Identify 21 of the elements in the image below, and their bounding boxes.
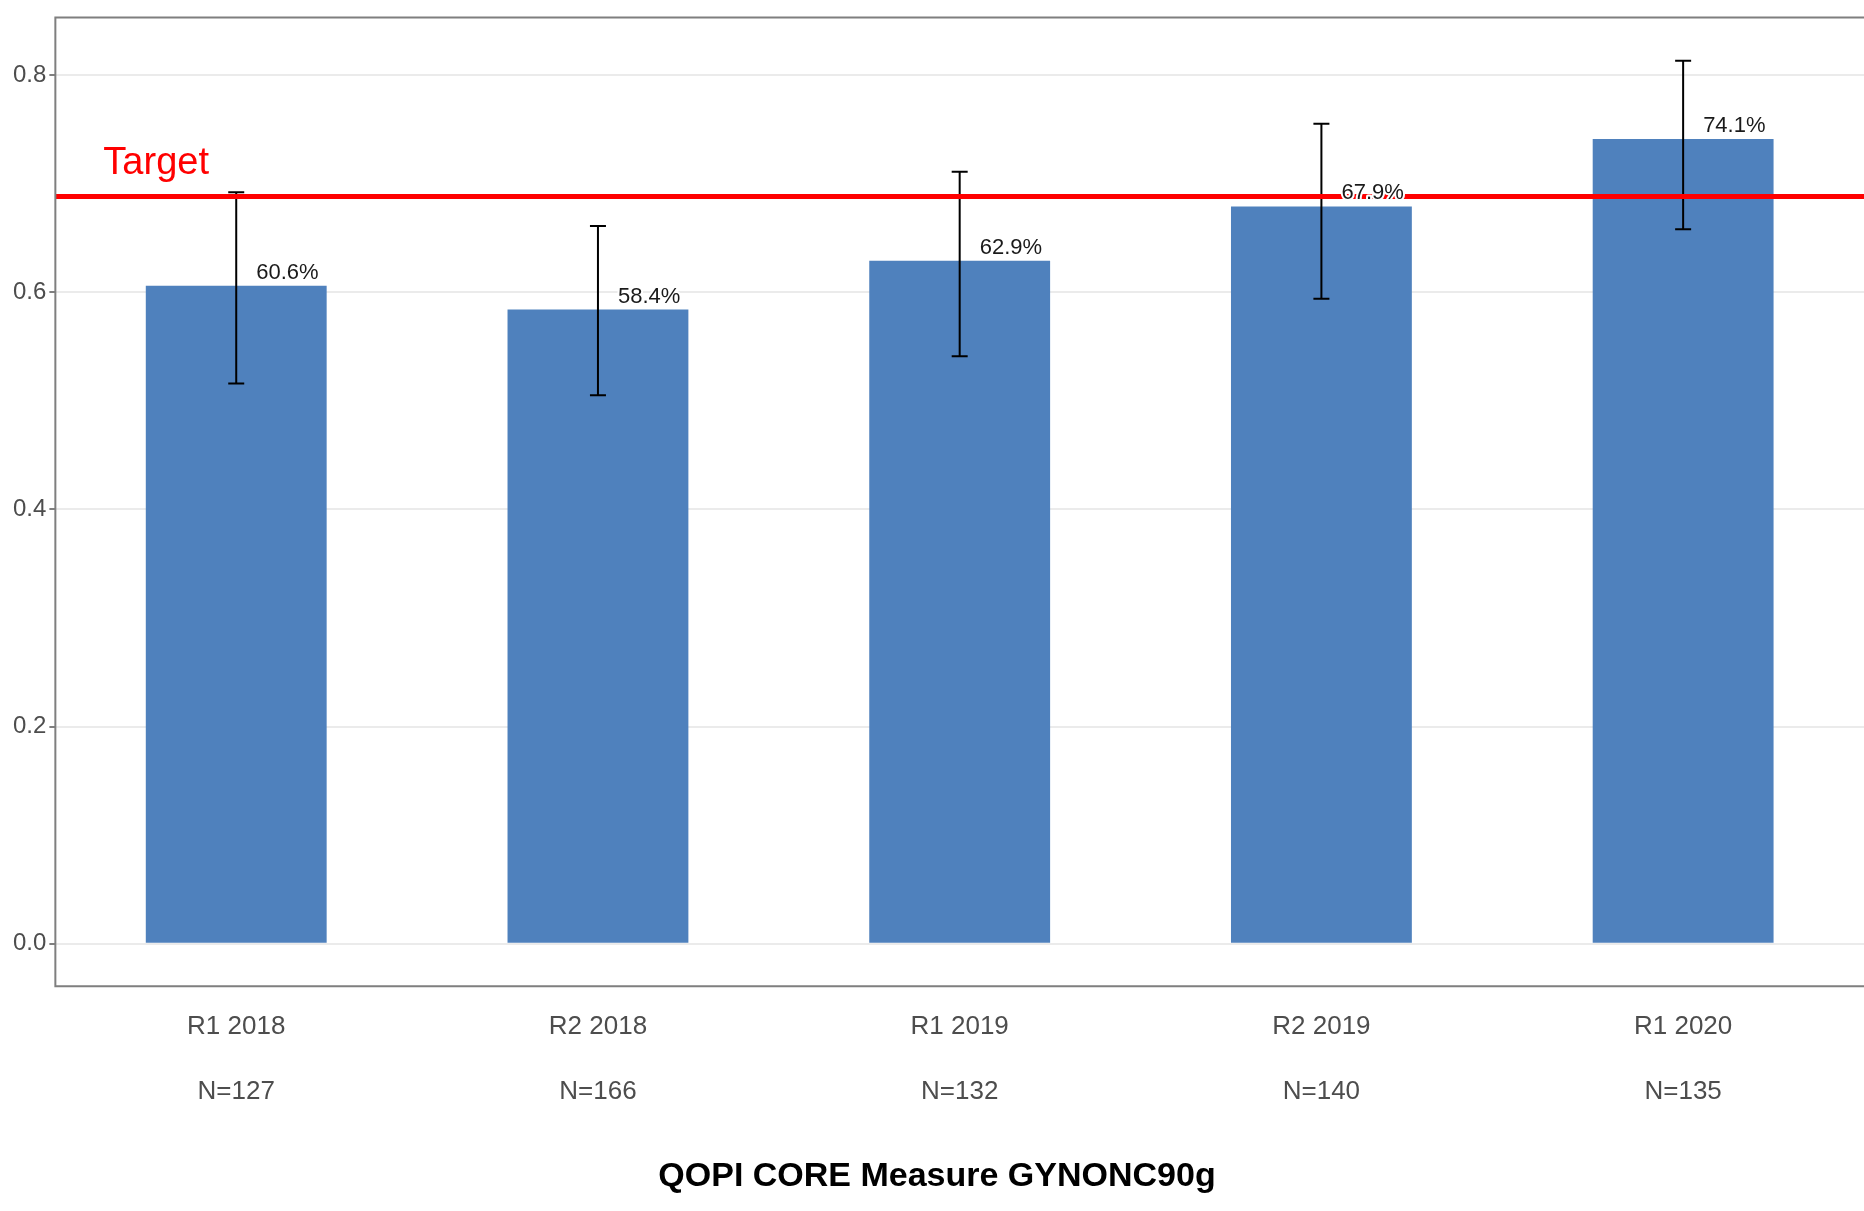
y-tick-label: 0.4 [12,494,47,522]
y-tick-label: 0.8 [12,59,47,87]
bar [145,285,327,943]
category-label: R1 2019 N=132 [910,1009,1009,1105]
bar [1592,139,1774,943]
text: QOPI CORE Measure GYNONC90g [658,1154,1216,1193]
data-label: 74.1% [1703,112,1766,138]
bar [507,309,689,943]
bar [1230,206,1412,943]
data-label: 62.9% [979,233,1043,259]
y-tick-label: 0.0 [12,928,47,956]
category-label: R2 2019 N=140 [1272,1009,1371,1105]
ref-line-label: Target [103,140,210,183]
bar [869,260,1051,943]
data-label: 58.4% [617,282,681,308]
y-tick-label: 0.6 [12,276,47,304]
data-label: 60.6% [256,258,319,284]
category-label: R1 2020 N=135 [1633,1009,1733,1105]
y-tick-label: 0.2 [12,711,47,739]
category-label: R2 2018 N=166 [548,1009,648,1105]
category-label: R1 2018 N=127 [187,1009,286,1105]
